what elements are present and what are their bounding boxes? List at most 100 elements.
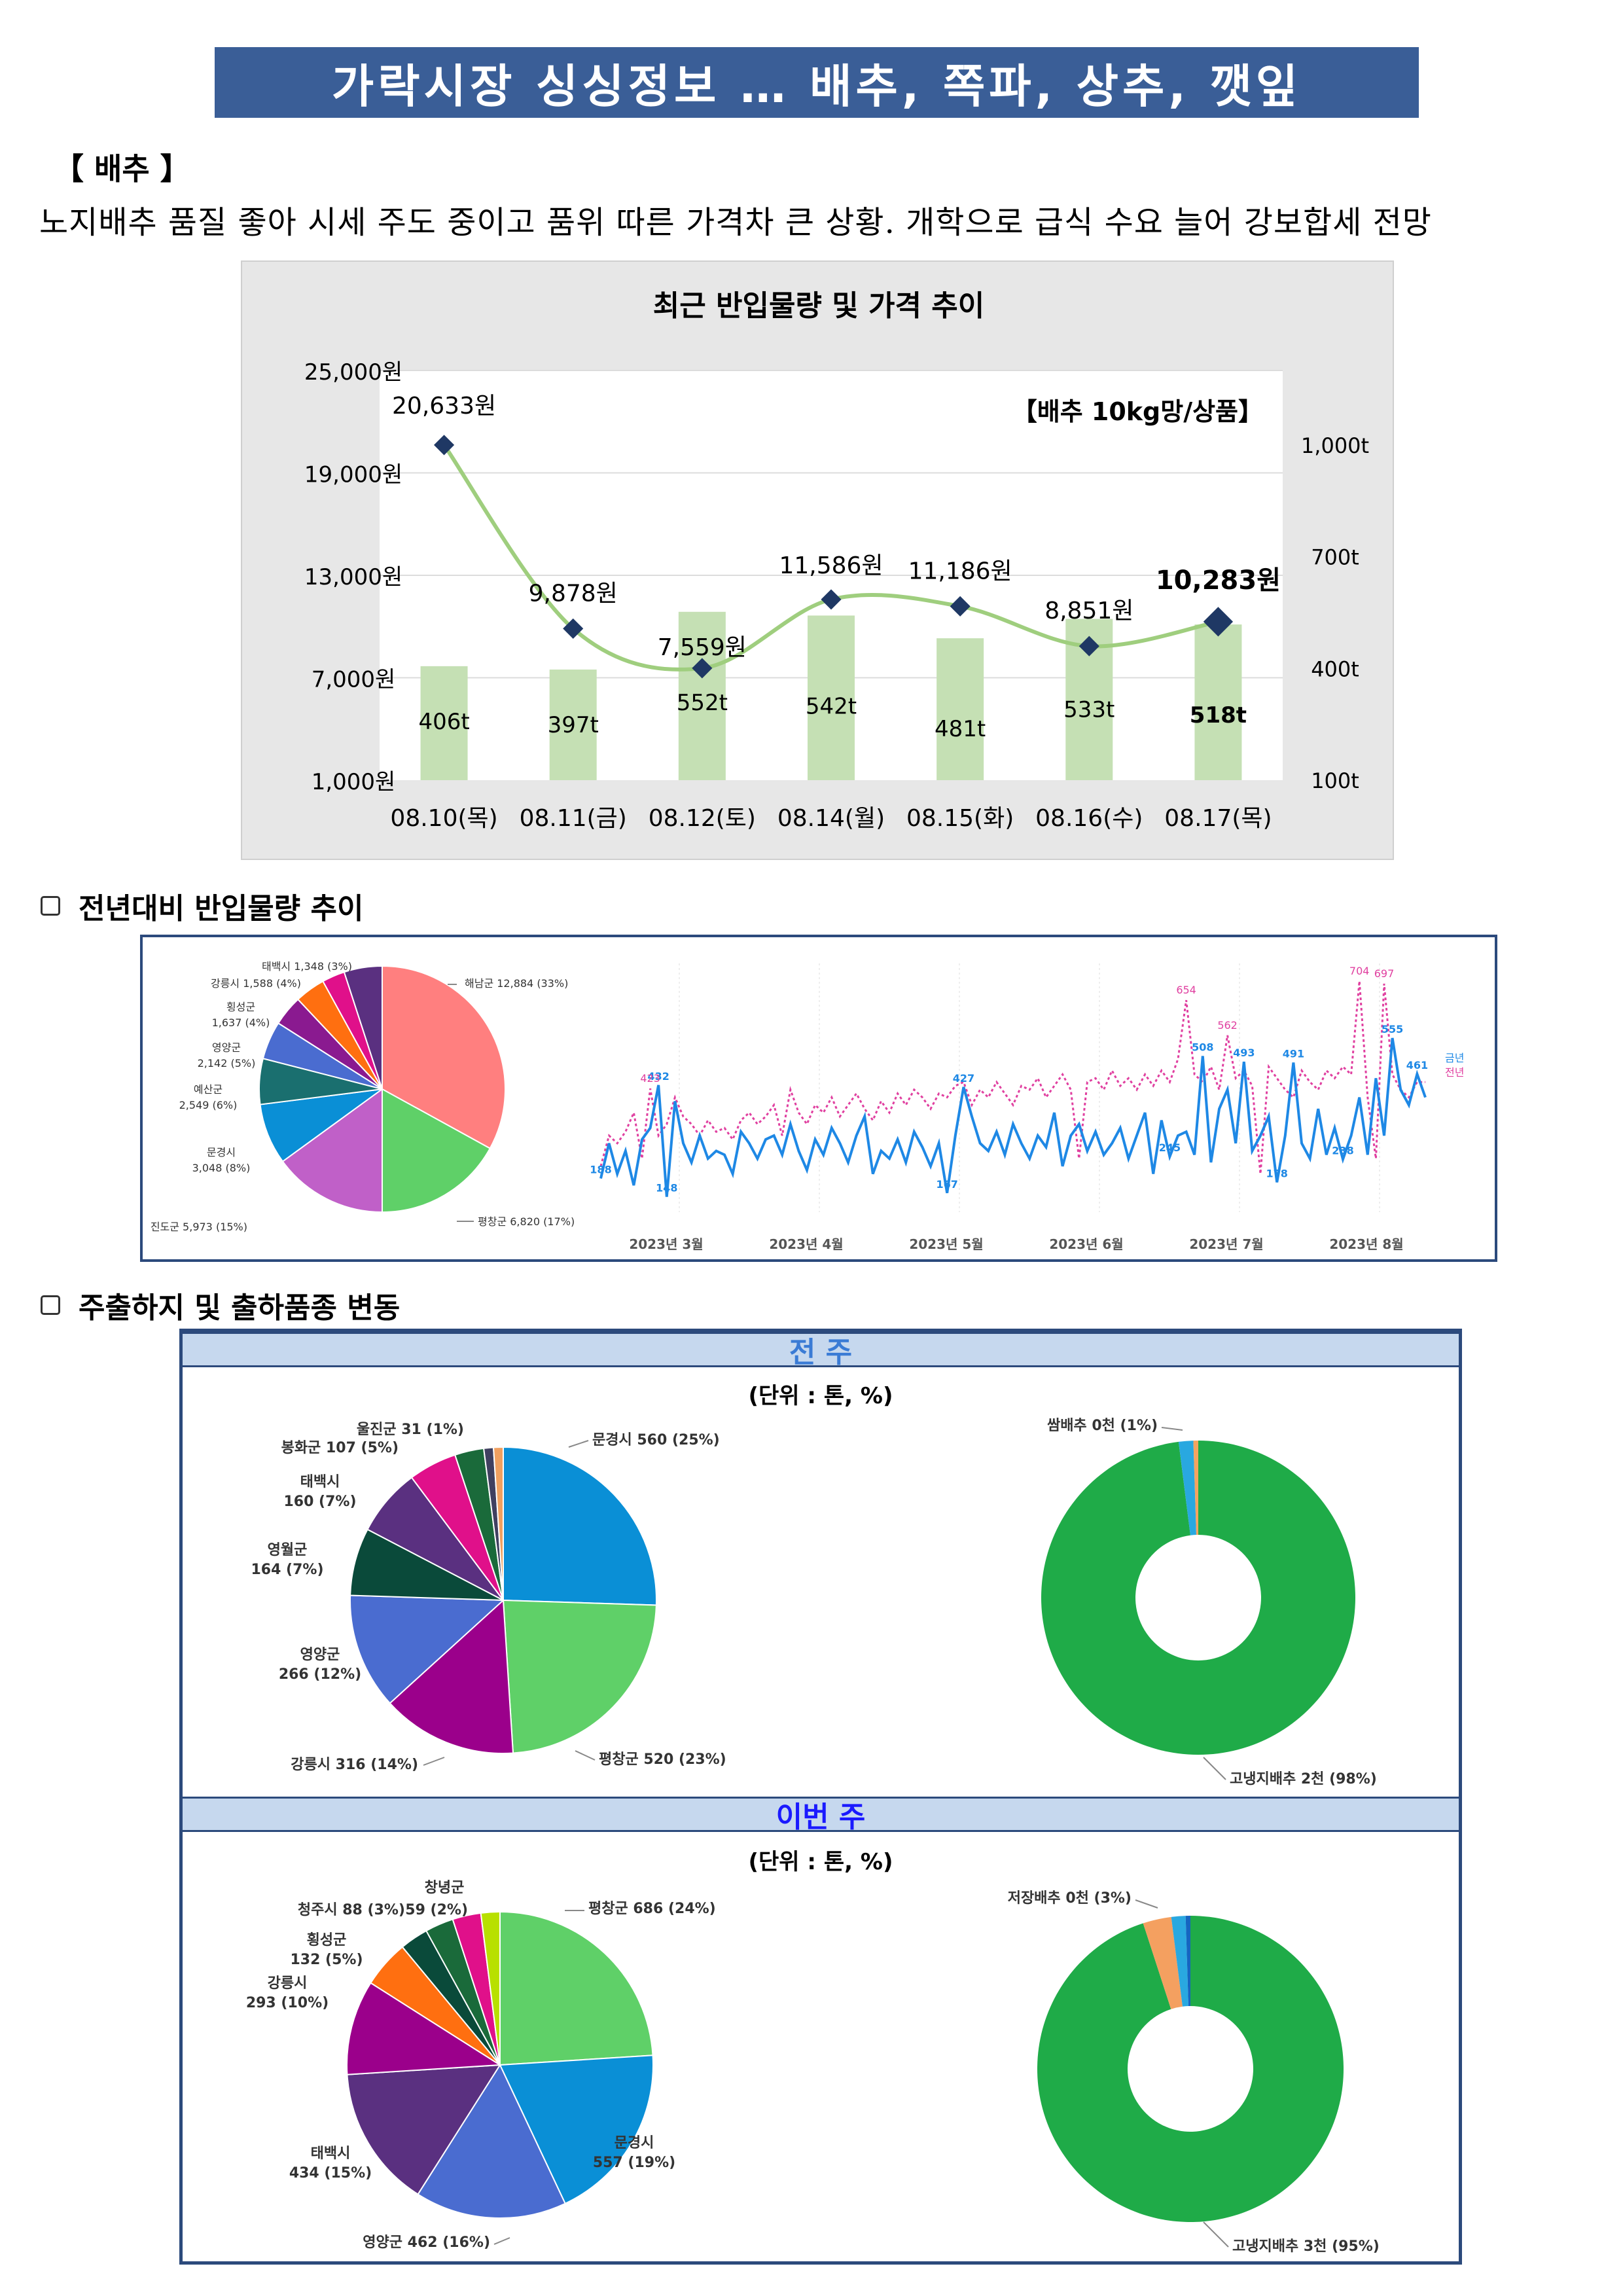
pie-slice bbox=[499, 2054, 654, 2205]
pie-slice bbox=[1143, 1916, 1183, 2009]
price-label: 11,586원 bbox=[779, 552, 883, 579]
this-year-line bbox=[599, 1037, 1427, 1197]
pie-label: 평창군 6,820 (17%) bbox=[478, 1215, 575, 1228]
chart-legend-note: 【배추 10kg망/상품】 bbox=[1012, 397, 1263, 426]
pie-label: 예산군 bbox=[194, 1083, 223, 1096]
x-axis-tick: 08.15(화) bbox=[906, 805, 1014, 832]
volume-bar bbox=[936, 638, 984, 780]
pie-label: 59 (2%) bbox=[405, 1902, 468, 1918]
x-axis-tick: 08.11(금) bbox=[520, 805, 627, 832]
pie-label: 2,142 (5%) bbox=[198, 1057, 256, 1069]
pie-slice bbox=[389, 1598, 514, 1754]
this-year-point-label: 167 bbox=[936, 1178, 957, 1191]
prev-week-unit: (단위 : 톤, %) bbox=[748, 1383, 893, 1409]
price-marker bbox=[692, 658, 713, 679]
price-label: 11,186원 bbox=[908, 558, 1012, 584]
pie-label: 횡성군 bbox=[307, 1932, 347, 1948]
pie-label: 저장배추 0천 (3%) bbox=[1008, 1890, 1132, 1907]
volume-label: 481t bbox=[935, 716, 986, 742]
month-label: 2023년 7월 bbox=[1189, 1236, 1263, 1252]
price-volume-chart-svg: 최근 반입물량 및 가격 추이 406t 397t 552t 542t 481t 533t… bbox=[304, 289, 1369, 832]
pie-slice bbox=[382, 965, 506, 1149]
section-label: 【 배추 】 bbox=[54, 151, 190, 187]
pie-slice bbox=[259, 1088, 383, 1162]
pie-label: 강릉시 bbox=[268, 1975, 308, 1992]
pie-label: 문경시 bbox=[207, 1146, 236, 1158]
right-axis-tick: 700t bbox=[1311, 545, 1359, 570]
section-shipping-title: 주출하지 및 출하품종 변동 bbox=[79, 1291, 401, 1325]
pie-label: 강릉시 316 (14%) bbox=[291, 1757, 418, 1773]
pie-label: 평창군 686 (24%) bbox=[588, 1901, 716, 1917]
pie-label: 횡성군 bbox=[226, 1001, 255, 1013]
pie-label: 164 (7%) bbox=[251, 1562, 323, 1578]
price-label: 20,633원 bbox=[392, 393, 496, 420]
left-axis-tick: 13,000원 bbox=[304, 564, 402, 590]
leader-line bbox=[493, 2237, 510, 2245]
volume-label: 552t bbox=[677, 690, 728, 716]
pie-slice bbox=[346, 2064, 501, 2195]
pie-label: 132 (5%) bbox=[290, 1952, 363, 1968]
x-axis-tick: 08.14(월) bbox=[777, 805, 885, 832]
x-axis-tick: 08.10(목) bbox=[390, 805, 497, 832]
leader-line bbox=[1203, 1757, 1226, 1780]
this-week-header: 이번 주 bbox=[183, 1797, 1459, 1834]
x-axis-tick: 08.16(수) bbox=[1035, 805, 1143, 832]
pie-slice bbox=[417, 2063, 566, 2219]
x-axis-tick: 08.17(목) bbox=[1164, 805, 1272, 832]
shipping-charts-svg: 문경시 560 (25%) 평창군 520 (23%) 강릉시 316 (14%) 영… bbox=[246, 1418, 1380, 2255]
pie-slice bbox=[349, 1594, 505, 1704]
month-label: 2023년 6월 bbox=[1049, 1236, 1123, 1252]
price-marker bbox=[434, 435, 455, 456]
chart-title: 최근 반입물량 및 가격 추이 bbox=[653, 289, 985, 323]
pie-label: 434 (15%) bbox=[289, 2165, 372, 2181]
pie-label: 영양군 bbox=[300, 1647, 340, 1663]
price-label: 7,559원 bbox=[658, 634, 747, 661]
last-year-point-label: 704 bbox=[1349, 965, 1370, 977]
pie-label: 문경시 560 (25%) bbox=[592, 1432, 720, 1448]
volume-label: 518t bbox=[1190, 702, 1247, 728]
yoy-trend-svg: 해남군 12,884 (33%) 평창군 6,820 (17%) 진도군 5,973… bbox=[151, 960, 1465, 1252]
price-label: 8,851원 bbox=[1044, 598, 1133, 624]
pie-label: 강릉시 1,588 (4%) bbox=[211, 977, 301, 990]
volume-label: 406t bbox=[418, 709, 469, 735]
leader-line bbox=[568, 1440, 589, 1448]
volume-label: 533t bbox=[1063, 697, 1115, 723]
last-year-point-label: 562 bbox=[1217, 1019, 1238, 1031]
pie-slice bbox=[1037, 1916, 1344, 2222]
price-label: 10,283원 bbox=[1156, 565, 1281, 596]
prev-week-header: 전 주 bbox=[183, 1332, 1459, 1369]
this-week-unit: (단위 : 톤, %) bbox=[748, 1849, 893, 1875]
volume-bar bbox=[420, 666, 468, 780]
pie-label: 160 (7%) bbox=[283, 1494, 356, 1510]
pie-slice bbox=[281, 1088, 383, 1213]
pie-label: 울진군 31 (1%) bbox=[357, 1422, 464, 1438]
pie-slice bbox=[366, 1477, 504, 1601]
pie-label: 영양군 462 (16%) bbox=[363, 2234, 490, 2251]
left-axis-tick: 25,000원 bbox=[304, 359, 402, 386]
market-summary: 노지배추 품질 좋아 시세 주도 중이고 품위 따른 가격차 큰 상황. 개학으… bbox=[39, 204, 1432, 241]
this-year-point-label: 178 bbox=[1266, 1167, 1287, 1179]
right-axis-tick: 100t bbox=[1311, 768, 1359, 793]
pie-slice bbox=[1041, 1441, 1355, 1755]
volume-bar bbox=[1194, 624, 1242, 780]
pie-label: 진도군 5,973 (15%) bbox=[151, 1221, 247, 1233]
yoy-trend-panel: 해남군 12,884 (33%) 평창군 6,820 (17%) 진도군 5,973… bbox=[140, 935, 1497, 1262]
pie-label: 2,549 (6%) bbox=[179, 1099, 238, 1111]
leader-line bbox=[1135, 1899, 1158, 1909]
pie-label: 고냉지배추 2천 (98%) bbox=[1230, 1771, 1377, 1787]
pie-label: 봉화군 107 (5%) bbox=[281, 1440, 399, 1456]
pie-slice bbox=[502, 1599, 657, 1754]
last-year-point-label: 697 bbox=[1374, 967, 1395, 980]
last-year-point-label: 654 bbox=[1176, 984, 1196, 996]
pie-slice bbox=[1185, 1916, 1190, 2007]
pie-label: 청주시 88 (3%) bbox=[298, 1902, 405, 1918]
leader-line bbox=[1203, 2221, 1229, 2248]
price-volume-chart: 최근 반입물량 및 가격 추이 406t 397t 552t 542t 481t 533t… bbox=[241, 260, 1394, 860]
x-axis-tick: 08.12(토) bbox=[649, 805, 756, 832]
pie-label: 문경시 bbox=[615, 2135, 654, 2151]
volume-label: 397t bbox=[548, 712, 599, 738]
pie-label: 태백시 bbox=[300, 1474, 340, 1490]
pie-label: 창녕군 bbox=[425, 1880, 465, 1896]
pie-label: 293 (10%) bbox=[246, 1995, 329, 2011]
this-year-point-label: 245 bbox=[1159, 1141, 1181, 1154]
